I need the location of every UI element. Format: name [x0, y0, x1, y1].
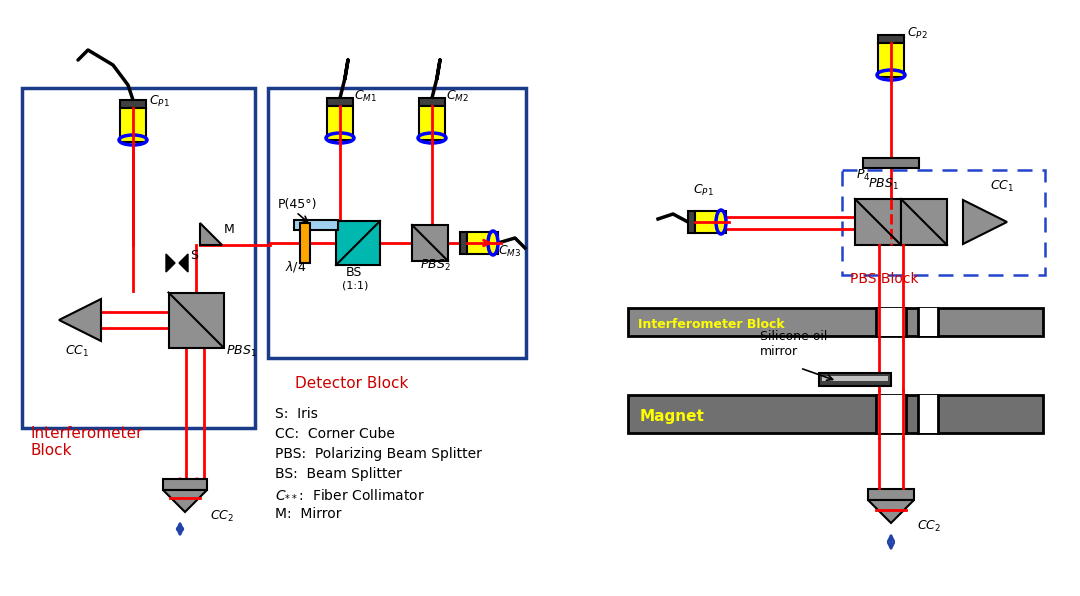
Bar — [878, 43, 904, 77]
Text: PBS:  Polarizing Beam Splitter: PBS: Polarizing Beam Splitter — [275, 447, 482, 461]
Text: Interferometer
Block: Interferometer Block — [30, 426, 143, 458]
Bar — [327, 106, 353, 140]
Text: $PBS_1$: $PBS_1$ — [868, 177, 899, 192]
Bar — [411, 225, 448, 261]
Polygon shape — [200, 223, 222, 245]
Bar — [876, 395, 906, 433]
Text: Detector Block: Detector Block — [295, 376, 408, 391]
Bar — [300, 223, 310, 263]
Text: PBS Block: PBS Block — [850, 272, 919, 286]
Text: $\lambda/4$: $\lambda/4$ — [285, 259, 307, 275]
Text: $C_{P1}$: $C_{P1}$ — [693, 183, 714, 198]
Text: Interferometer Block: Interferometer Block — [638, 318, 785, 331]
Text: $C_{P1}$: $C_{P1}$ — [149, 94, 170, 109]
Bar — [918, 395, 939, 433]
Bar — [901, 199, 947, 245]
Bar — [918, 308, 939, 336]
Bar — [863, 158, 919, 168]
Bar — [163, 479, 207, 490]
Bar — [120, 100, 146, 108]
Bar — [327, 98, 353, 106]
Bar — [467, 232, 498, 254]
Bar — [855, 199, 901, 245]
Bar — [868, 489, 914, 500]
Text: Silicone oil
mirror: Silicone oil mirror — [760, 330, 827, 358]
Bar — [22, 88, 255, 428]
Bar — [120, 108, 146, 142]
Polygon shape — [59, 299, 102, 341]
Polygon shape — [166, 254, 175, 272]
Text: $CC_2$: $CC_2$ — [210, 509, 234, 524]
Bar — [688, 211, 696, 233]
Text: CC:  Corner Cube: CC: Corner Cube — [275, 427, 395, 441]
Text: $C_{M3}$: $C_{M3}$ — [498, 244, 522, 259]
Text: P(45°): P(45°) — [278, 198, 318, 211]
Text: BS: BS — [346, 266, 363, 279]
Bar — [419, 98, 445, 106]
Text: $C_{**}$:  Fiber Collimator: $C_{**}$: Fiber Collimator — [275, 487, 424, 501]
Bar — [168, 293, 224, 347]
Text: $C_{M2}$: $C_{M2}$ — [446, 89, 469, 104]
Bar — [627, 308, 1043, 336]
Polygon shape — [963, 200, 1007, 244]
Bar — [268, 88, 526, 358]
Polygon shape — [868, 500, 914, 523]
Text: $CC_1$: $CC_1$ — [990, 179, 1014, 194]
Text: $C_{M1}$: $C_{M1}$ — [354, 89, 377, 104]
Text: $PBS_2$: $PBS_2$ — [420, 258, 450, 273]
Bar — [876, 308, 906, 336]
Bar — [878, 35, 904, 43]
Text: $C_{P2}$: $C_{P2}$ — [907, 26, 928, 41]
Polygon shape — [179, 254, 188, 272]
Text: $CC_2$: $CC_2$ — [917, 519, 941, 534]
Bar — [294, 220, 338, 230]
Bar — [696, 211, 726, 233]
Text: $P_4$: $P_4$ — [856, 168, 870, 183]
Text: S: S — [190, 249, 198, 262]
Bar — [336, 221, 380, 265]
Text: S:  Iris: S: Iris — [275, 407, 318, 421]
Text: Magnet: Magnet — [640, 409, 705, 424]
Bar — [419, 106, 445, 140]
Text: $CC_1$: $CC_1$ — [65, 344, 90, 359]
Text: BS:  Beam Splitter: BS: Beam Splitter — [275, 467, 402, 481]
Text: (1:1): (1:1) — [342, 281, 368, 291]
Text: M: M — [224, 223, 234, 236]
Bar — [819, 373, 891, 386]
Bar — [627, 395, 1043, 433]
Polygon shape — [163, 490, 207, 512]
Text: M:  Mirror: M: Mirror — [275, 507, 341, 521]
Bar — [460, 232, 467, 254]
Text: $PBS_1$: $PBS_1$ — [226, 344, 257, 359]
Bar — [822, 376, 888, 381]
